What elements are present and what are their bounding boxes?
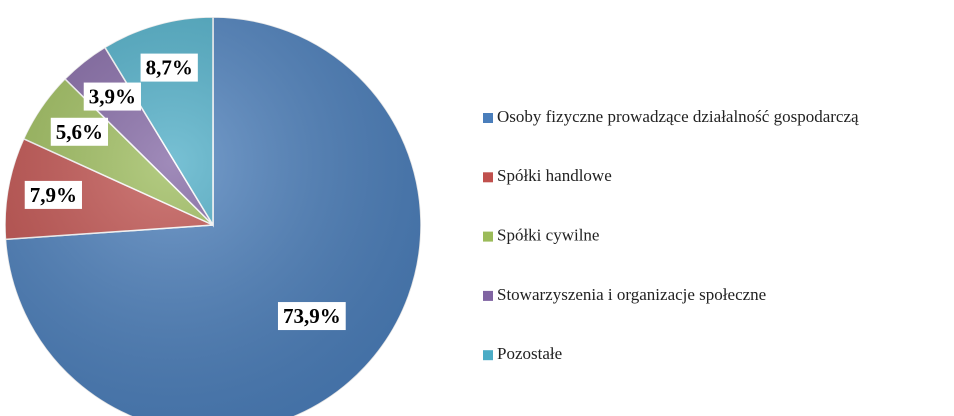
data-label-text: 8,7% [146,56,193,80]
legend-label: Stowarzyszenia i organizacje społeczne [497,285,766,304]
data-label: 73,9% [277,302,346,331]
data-label: 7,9% [24,180,82,209]
legend-label: Spółki cywilne [497,226,599,245]
legend-swatch [483,350,493,361]
legend-label: Spółki handlowe [497,166,612,185]
data-label-text: 7,9% [30,183,77,207]
legend-label: Osoby fizyczne prowadzące działalność go… [497,107,859,126]
data-label: 3,9% [83,82,141,111]
data-label: 8,7% [140,53,198,82]
data-label-text: 3,9% [89,85,136,109]
legend-swatch [483,231,493,242]
legend-swatch [483,113,493,123]
data-label: 5,6% [50,117,109,146]
data-label-box [83,82,141,111]
data-label-box [24,180,82,209]
data-label-box [140,53,198,82]
legend-label: Pozostałe [497,344,562,363]
legend-swatch [483,290,493,301]
data-label-text: 5,6% [56,120,103,144]
data-label-text: 73,9% [283,304,341,328]
legend-swatch [483,172,493,183]
data-label-box [277,302,346,331]
data-label-box [50,117,109,146]
